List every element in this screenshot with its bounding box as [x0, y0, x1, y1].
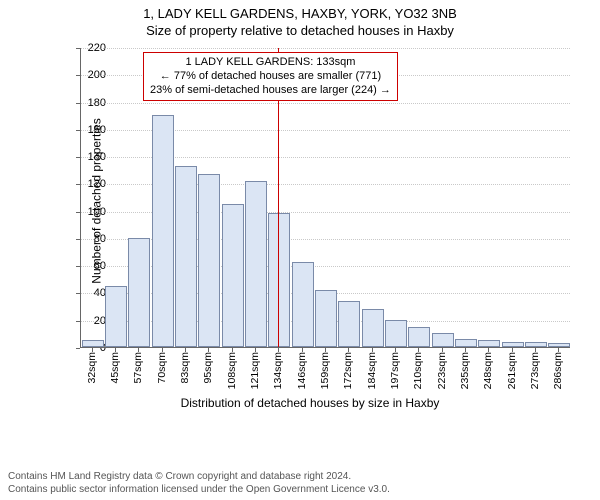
x-tick-label: 45sqm	[109, 352, 121, 384]
histogram-bar	[338, 301, 360, 347]
histogram-bar	[245, 181, 267, 347]
x-tick-label: 286sqm	[552, 352, 564, 389]
histogram-bar	[105, 286, 127, 347]
chart-title: 1, LADY KELL GARDENS, HAXBY, YORK, YO32 …	[0, 6, 600, 21]
annotation-line: 23% of semi-detached houses are larger (…	[150, 84, 391, 98]
x-tick-label: 108sqm	[226, 352, 238, 389]
histogram-bar	[128, 238, 150, 347]
histogram-bar	[82, 340, 104, 347]
histogram-bar	[315, 290, 337, 347]
x-tick-label: 184sqm	[366, 352, 378, 389]
gridline-h	[81, 48, 570, 49]
histogram-bar	[268, 213, 290, 347]
histogram-bar	[198, 174, 220, 347]
x-tick-label: 159sqm	[319, 352, 331, 389]
gridline-h	[81, 103, 570, 104]
footer-line-2: Contains public sector information licen…	[8, 484, 592, 497]
histogram-bar	[408, 327, 430, 347]
x-tick-label: 146sqm	[296, 352, 308, 389]
x-tick-label: 248sqm	[482, 352, 494, 389]
x-tick-label: 172sqm	[342, 352, 354, 389]
histogram-chart: Number of detached properties 0204060801…	[50, 44, 570, 414]
histogram-bar	[502, 342, 524, 347]
chart-header: 1, LADY KELL GARDENS, HAXBY, YORK, YO32 …	[0, 0, 600, 38]
plot-area: 1 LADY KELL GARDENS: 133sqm← 77% of deta…	[80, 48, 570, 348]
histogram-bar	[455, 339, 477, 347]
footer-line-1: Contains HM Land Registry data © Crown c…	[8, 471, 592, 484]
histogram-bar	[222, 204, 244, 347]
x-tick-label: 134sqm	[272, 352, 284, 389]
x-tick-label: 32sqm	[86, 352, 98, 384]
x-tick-label: 273sqm	[529, 352, 541, 389]
x-tick-label: 261sqm	[506, 352, 518, 389]
x-tick-label: 197sqm	[389, 352, 401, 389]
annotation-box: 1 LADY KELL GARDENS: 133sqm← 77% of deta…	[143, 52, 398, 101]
histogram-bar	[432, 333, 454, 347]
x-tick-label: 57sqm	[132, 352, 144, 384]
x-tick-label: 235sqm	[459, 352, 471, 389]
license-footer: Contains HM Land Registry data © Crown c…	[8, 471, 592, 496]
x-tick-label: 223sqm	[436, 352, 448, 389]
x-tick-label: 210sqm	[412, 352, 424, 389]
histogram-bar	[175, 166, 197, 347]
histogram-bar	[362, 309, 384, 347]
histogram-bar	[292, 262, 314, 347]
histogram-bar	[152, 115, 174, 347]
histogram-bar	[478, 340, 500, 347]
histogram-bar	[548, 343, 570, 347]
annotation-line: 1 LADY KELL GARDENS: 133sqm	[150, 56, 391, 70]
x-tick-label: 121sqm	[249, 352, 261, 389]
chart-subtitle: Size of property relative to detached ho…	[0, 23, 600, 38]
x-axis-title: Distribution of detached houses by size …	[50, 396, 570, 410]
x-tick-label: 95sqm	[202, 352, 214, 384]
x-tick-label: 70sqm	[156, 352, 168, 384]
histogram-bar	[385, 320, 407, 347]
x-tick-label: 83sqm	[179, 352, 191, 384]
y-tick-mark	[76, 348, 80, 349]
histogram-bar	[525, 342, 547, 347]
annotation-line: ← 77% of detached houses are smaller (77…	[150, 70, 391, 84]
